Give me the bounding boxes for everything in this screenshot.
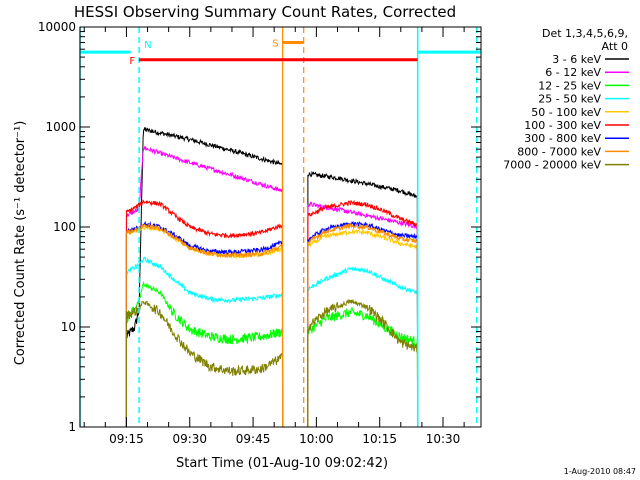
series-layer xyxy=(125,126,419,427)
legend-label: 6 - 12 keV xyxy=(545,66,601,79)
series-line xyxy=(125,281,284,427)
series-line xyxy=(307,170,419,427)
legend-label: 3 - 6 keV xyxy=(552,53,601,66)
y-tick-label: 10000 xyxy=(38,20,76,34)
x-axis-label: Start Time (01-Aug-10 09:02:42) xyxy=(176,456,388,471)
series-line xyxy=(125,145,284,427)
x-tick-label: 10:30 xyxy=(426,432,461,446)
legend-header-line2: Att 0 xyxy=(602,40,628,53)
legend-label: 7000 - 20000 keV xyxy=(503,159,601,172)
legend-label: 800 - 7000 keV xyxy=(517,145,601,158)
series-line xyxy=(307,266,419,427)
legend-label: 12 - 25 keV xyxy=(538,79,601,92)
series-line xyxy=(307,199,419,427)
series-line xyxy=(125,223,284,427)
x-tick-label: 09:45 xyxy=(236,432,271,446)
saa-label: S xyxy=(272,38,278,49)
series-line xyxy=(307,222,419,427)
y-tick-label: 1 xyxy=(68,420,76,434)
series-line xyxy=(125,256,284,427)
x-tick-label: 09:15 xyxy=(109,432,144,446)
series-line xyxy=(125,126,284,427)
series-line xyxy=(307,306,419,427)
x-tick-label: 10:15 xyxy=(362,432,397,446)
generation-timestamp: 1-Aug-2010 08:47 xyxy=(564,467,636,476)
y-tick-label: 10 xyxy=(61,320,76,334)
x-tick-label: 09:30 xyxy=(172,432,207,446)
legend-header-line1: Det 1,3,4,5,6,9, xyxy=(542,27,628,40)
night-label: N xyxy=(144,40,151,51)
series-line xyxy=(307,220,419,427)
series-line xyxy=(125,300,284,427)
legend-label: 100 - 300 keV xyxy=(524,119,601,132)
chart-title: HESSI Observing Summary Count Rates, Cor… xyxy=(74,3,456,21)
series-line xyxy=(307,228,419,427)
axis-ticks: 09:15 09:30 09:45 10:00 10:15 10:30 1 10 100 1000… xyxy=(38,20,481,446)
series-line xyxy=(307,298,419,427)
flare-label: F xyxy=(129,56,135,67)
legend-label: 25 - 50 keV xyxy=(538,93,601,106)
series-line xyxy=(125,199,284,427)
legend-label: 300 - 800 keV xyxy=(524,132,601,145)
y-tick-label: 100 xyxy=(53,220,76,234)
y-axis-label: Corrected Count Rate (s⁻¹ detector⁻¹) xyxy=(13,121,28,366)
x-tick-label: 10:00 xyxy=(299,432,334,446)
y-tick-label: 1000 xyxy=(45,120,76,134)
legend-label: 50 - 100 keV xyxy=(531,106,601,119)
